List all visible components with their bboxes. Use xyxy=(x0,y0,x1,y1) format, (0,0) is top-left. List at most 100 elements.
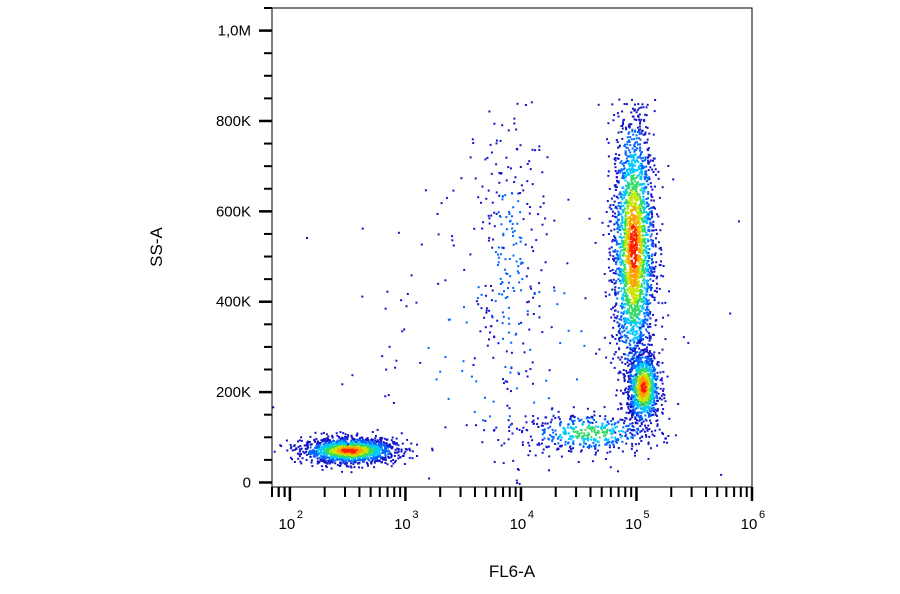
event-dot xyxy=(643,216,646,219)
event-dot xyxy=(636,295,639,297)
event-dot xyxy=(648,132,651,135)
event-dot xyxy=(342,455,344,457)
event-dot xyxy=(634,336,637,339)
event-dot xyxy=(614,292,617,295)
event-dot xyxy=(636,321,639,324)
event-dot xyxy=(629,267,632,269)
event-dot xyxy=(625,128,628,131)
event-dot xyxy=(401,442,404,445)
event-dot xyxy=(620,160,623,163)
event-dot xyxy=(648,230,651,233)
event-dot xyxy=(361,459,364,462)
event-dot xyxy=(621,330,624,333)
event-dot xyxy=(629,332,632,335)
event-dot xyxy=(630,238,632,240)
event-dot xyxy=(638,133,641,136)
event-dot xyxy=(618,226,621,229)
event-dot xyxy=(638,399,640,402)
event-dot xyxy=(516,427,518,430)
event-dot xyxy=(674,434,677,437)
event-dot xyxy=(394,459,397,462)
event-dot xyxy=(374,439,377,442)
event-dot xyxy=(356,447,358,450)
event-dot xyxy=(652,199,655,202)
event-dot xyxy=(633,178,636,180)
event-dot xyxy=(620,279,623,282)
event-dot xyxy=(642,239,645,242)
event-dot xyxy=(631,268,633,271)
event-dot xyxy=(633,364,636,367)
event-dot xyxy=(632,402,635,404)
event-dot xyxy=(565,432,568,435)
event-dot xyxy=(617,268,620,271)
event-dot xyxy=(380,440,383,443)
event-dot xyxy=(613,194,616,197)
event-dot xyxy=(346,448,349,451)
event-dot xyxy=(655,392,658,395)
event-dot xyxy=(350,462,353,465)
event-dot xyxy=(630,195,632,198)
event-dot xyxy=(409,449,412,452)
event-dot xyxy=(518,428,521,431)
event-dot xyxy=(629,316,632,319)
event-dot xyxy=(644,187,647,190)
event-dot xyxy=(636,313,639,316)
event-dot xyxy=(638,107,641,110)
event-dot xyxy=(640,241,643,244)
event-dot xyxy=(611,417,614,420)
event-dot xyxy=(637,255,640,258)
event-dot xyxy=(344,450,347,453)
event-dot xyxy=(395,451,398,454)
event-dot xyxy=(617,169,620,172)
event-dot xyxy=(639,305,642,308)
event-dot xyxy=(367,439,370,441)
event-dot xyxy=(639,198,642,201)
event-dot xyxy=(638,231,641,234)
event-dot xyxy=(390,456,393,459)
event-dot xyxy=(635,283,638,286)
event-dot xyxy=(543,437,546,440)
event-dot xyxy=(636,211,639,213)
event-dot xyxy=(632,327,635,330)
event-dot xyxy=(618,336,621,339)
event-dot xyxy=(361,451,364,454)
event-dot xyxy=(642,270,645,272)
event-dot xyxy=(572,441,575,444)
event-dot xyxy=(615,253,618,256)
event-dot xyxy=(649,159,652,162)
event-dot xyxy=(641,368,644,371)
event-dot xyxy=(368,444,371,447)
event-dot xyxy=(640,239,643,242)
event-dot xyxy=(632,245,635,248)
event-dot xyxy=(636,109,639,112)
event-dot xyxy=(536,443,539,446)
event-dot xyxy=(508,430,511,432)
event-dot xyxy=(659,229,662,232)
event-dot xyxy=(627,248,630,251)
event-dot xyxy=(645,368,648,371)
event-dot xyxy=(635,330,638,333)
event-dot xyxy=(410,442,413,445)
event-dot xyxy=(625,230,628,233)
event-dot xyxy=(630,447,633,450)
event-dot xyxy=(662,433,664,435)
event-dot xyxy=(624,191,627,194)
event-dot xyxy=(355,450,358,453)
event-dot xyxy=(632,388,635,391)
event-dot xyxy=(633,203,636,206)
event-dot xyxy=(644,157,647,160)
event-dot xyxy=(608,444,611,447)
event-dot xyxy=(633,296,636,298)
event-dot xyxy=(625,249,628,252)
event-dot xyxy=(340,455,343,458)
event-dot xyxy=(625,146,628,149)
event-dot xyxy=(651,353,653,356)
event-dot xyxy=(347,434,350,437)
event-dot xyxy=(637,403,640,406)
event-dot xyxy=(326,448,329,451)
event-dot xyxy=(618,98,621,101)
event-dot xyxy=(630,262,632,265)
event-dot xyxy=(631,165,634,168)
event-dot xyxy=(634,289,637,292)
event-dot xyxy=(349,465,352,468)
